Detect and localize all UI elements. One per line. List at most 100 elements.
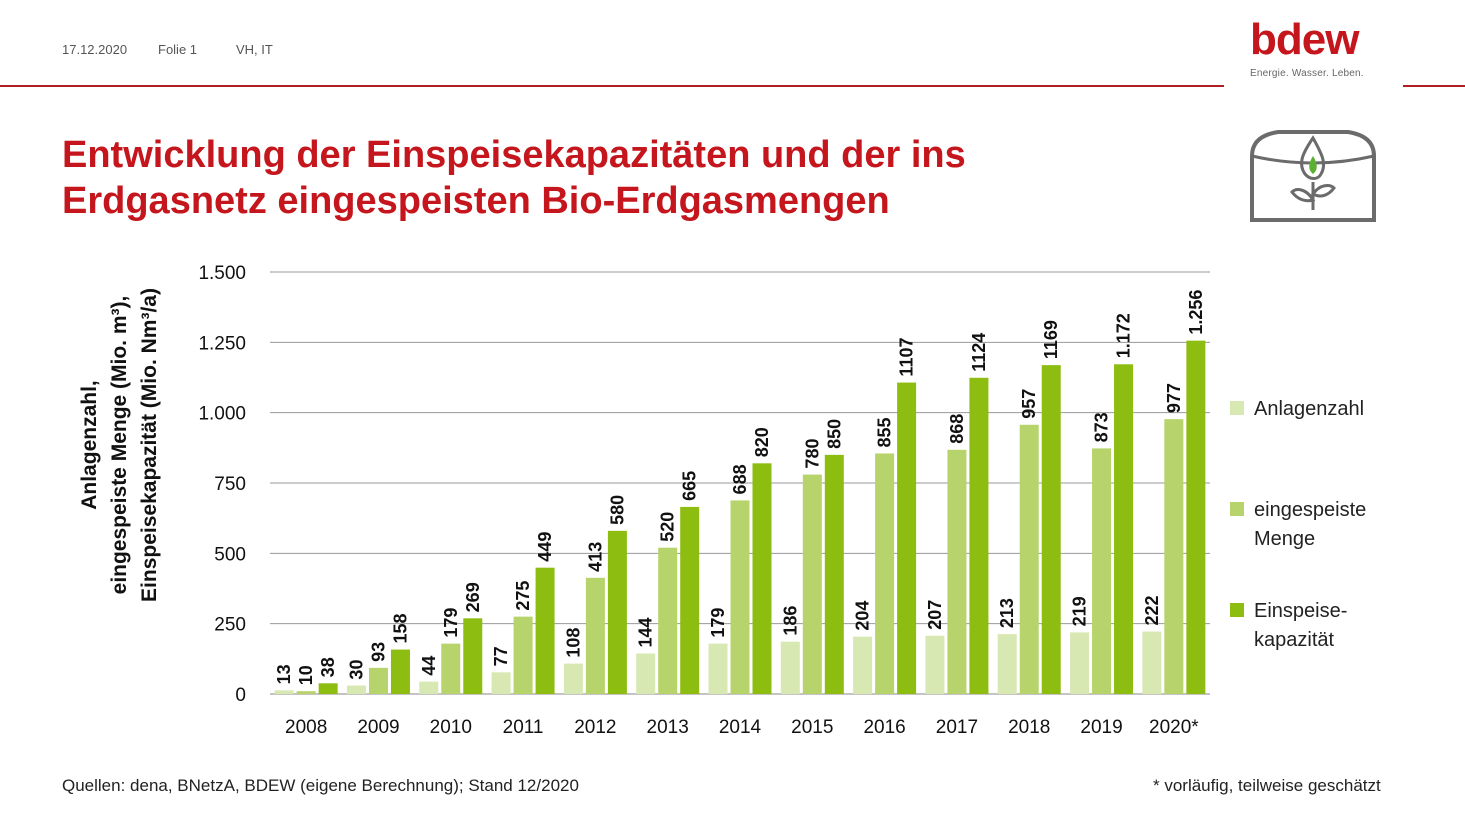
- legend-label-kapazitaet-2: kapazität: [1254, 629, 1335, 651]
- data-label-anlagenzahl: 219: [1070, 596, 1090, 626]
- data-label-menge: 977: [1164, 383, 1184, 413]
- data-label-anlagenzahl: 222: [1142, 595, 1162, 625]
- data-label-anlagenzahl: 13: [274, 664, 294, 684]
- bar-kapazitaet: [897, 382, 917, 694]
- bar-menge: [730, 500, 750, 694]
- legend-item-kapazitaet: Einspeise- kapazität: [1230, 597, 1404, 655]
- data-label-kapazitaet: 850: [824, 419, 844, 449]
- bar-kapazitaet: [535, 567, 555, 694]
- bar-menge: [1019, 424, 1039, 694]
- data-label-menge: 275: [513, 581, 533, 611]
- legend-label-kapazitaet-1: Einspeise-: [1254, 600, 1348, 622]
- legend-label-menge-1: eingespeiste: [1254, 499, 1367, 521]
- x-tick-label: 2009: [357, 717, 399, 738]
- title-line-2: Erdgasnetz eingespeisten Bio-Erdgasmenge…: [62, 180, 890, 222]
- bar-kapazitaet: [463, 618, 483, 694]
- bar-kapazitaet: [824, 454, 844, 694]
- data-label-kapazitaet: 1124: [969, 333, 989, 372]
- legend-label-menge-2: Menge: [1254, 528, 1316, 550]
- bar-anlagenzahl: [491, 672, 511, 694]
- y-tick-label: 250: [214, 615, 246, 636]
- data-label-anlagenzahl: 77: [491, 646, 511, 666]
- bar-anlagenzahl: [636, 653, 656, 694]
- bar-menge: [875, 453, 895, 694]
- x-tick-label: 2010: [430, 717, 472, 738]
- data-label-menge: 10: [296, 665, 316, 685]
- data-label-anlagenzahl: 179: [708, 608, 728, 638]
- x-tick-label: 2012: [574, 717, 616, 738]
- legend-swatch-kapazitaet: [1230, 603, 1244, 617]
- source-note: Quellen: dena, BNetzA, BDEW (eigene Bere…: [62, 776, 579, 795]
- bar-menge: [658, 547, 678, 694]
- data-label-kapazitaet: 449: [535, 532, 555, 562]
- bar-anlagenzahl: [853, 636, 873, 694]
- bar-menge: [441, 643, 461, 694]
- bar-kapazitaet: [1186, 340, 1206, 694]
- bar-anlagenzahl: [997, 634, 1017, 694]
- legend-label-anlagenzahl: Anlagenzahl: [1254, 398, 1365, 420]
- data-label-anlagenzahl: 207: [925, 600, 945, 630]
- data-label-menge: 688: [730, 464, 750, 494]
- x-tick-label: 2017: [936, 717, 978, 738]
- bar-anlagenzahl: [1070, 632, 1090, 694]
- bar-menge: [1164, 419, 1184, 694]
- data-label-anlagenzahl: 213: [997, 598, 1017, 628]
- bdew-logo: bdew Energie. Wasser. Leben.: [1250, 15, 1380, 80]
- footnote: * vorläufig, teilweise geschätzt: [1153, 776, 1381, 795]
- bar-menge: [296, 691, 316, 694]
- y-tick-label: 0: [235, 685, 246, 706]
- data-label-menge: 957: [1019, 389, 1039, 419]
- x-tick-label: 2014: [719, 717, 762, 738]
- bar-anlagenzahl: [419, 681, 439, 694]
- slide-number: Folie 1: [158, 42, 198, 57]
- slide-date: 17.12.2020: [62, 42, 128, 57]
- data-label-menge: 855: [875, 417, 895, 447]
- data-label-kapazitaet: 820: [752, 427, 772, 457]
- data-label-kapazitaet: 1169: [1041, 320, 1061, 359]
- bar-kapazitaet: [680, 506, 700, 694]
- slide-author: VH, IT: [236, 42, 273, 57]
- data-label-menge: 179: [441, 608, 461, 638]
- data-label-kapazitaet: 158: [390, 614, 410, 644]
- data-label-anlagenzahl: 44: [419, 656, 439, 676]
- bar-anlagenzahl: [708, 643, 728, 694]
- data-label-kapazitaet: 38: [318, 657, 338, 677]
- legend-item-anlagenzahl: Anlagenzahl: [1230, 395, 1404, 424]
- data-label-menge: 93: [368, 642, 388, 662]
- bar-anlagenzahl: [346, 685, 366, 694]
- bar-anlagenzahl: [780, 641, 800, 694]
- x-tick-label: 2016: [863, 717, 905, 738]
- bar-kapazitaet: [390, 649, 410, 694]
- x-tick-label: 2013: [647, 717, 689, 738]
- y-tick-label: 1.250: [198, 333, 246, 354]
- y-tick-label: 500: [214, 544, 246, 565]
- bar-kapazitaet: [752, 463, 772, 694]
- biogas-tank-icon: [1250, 130, 1376, 222]
- logo-wordmark: bdew: [1250, 15, 1359, 64]
- bar-anlagenzahl: [274, 690, 294, 694]
- data-label-menge: 413: [585, 542, 605, 572]
- data-label-kapazitaet: 1.172: [1114, 313, 1134, 358]
- data-label-kapazitaet: 1107: [897, 338, 917, 377]
- data-label-menge: 520: [658, 512, 678, 542]
- bar-kapazitaet: [1041, 365, 1061, 694]
- bar-anlagenzahl: [1142, 631, 1162, 694]
- legend-swatch-menge: [1230, 502, 1244, 516]
- bar-anlagenzahl: [563, 663, 583, 694]
- bar-kapazitaet: [607, 530, 627, 694]
- data-label-kapazitaet: 269: [463, 582, 483, 612]
- logo-tagline: Energie. Wasser. Leben.: [1250, 68, 1364, 79]
- data-label-anlagenzahl: 186: [780, 606, 800, 636]
- y-tick-label: 1.500: [198, 263, 246, 284]
- header-divider-right: [1403, 85, 1465, 87]
- data-label-menge: 873: [1092, 412, 1112, 442]
- bar-kapazitaet: [1114, 364, 1134, 694]
- bar-menge: [513, 616, 533, 694]
- data-label-anlagenzahl: 144: [636, 617, 656, 647]
- bar-menge: [802, 474, 822, 694]
- x-tick-label: 2019: [1080, 717, 1122, 738]
- legend-swatch-anlagenzahl: [1230, 401, 1244, 415]
- x-tick-label: 2018: [1008, 717, 1050, 738]
- legend-item-menge: eingespeiste Menge: [1230, 496, 1404, 554]
